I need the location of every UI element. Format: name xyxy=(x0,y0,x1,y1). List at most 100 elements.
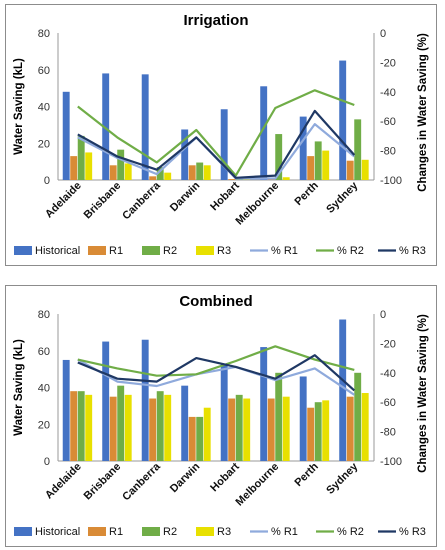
bar-r2-adelaide xyxy=(77,135,85,180)
y-tick-label: 20 xyxy=(38,419,50,431)
y2-tick-label: -100 xyxy=(380,175,402,187)
category-label-hobart: Hobart xyxy=(208,460,242,494)
legend-swatch-r2 xyxy=(142,527,160,536)
y2-tick-label: -20 xyxy=(380,57,396,69)
combined-title: Combined xyxy=(179,293,252,310)
bar-r2-melbourne xyxy=(275,134,283,180)
legend-entry-r3: R3 xyxy=(217,526,231,538)
legend-entry-r1: R1 xyxy=(109,245,123,257)
category-label-sydney: Sydney xyxy=(324,179,361,216)
bar-r2-sydney xyxy=(354,372,362,461)
irrigation-title: Irrigation xyxy=(183,12,248,29)
bar-r2-perth xyxy=(314,141,322,180)
y-tick-label: 60 xyxy=(38,346,50,358)
bar-historical-hobart xyxy=(220,109,228,180)
y-tick-label: 0 xyxy=(44,456,50,468)
bar-r2-melbourne xyxy=(275,372,283,461)
y2-tick-label: -60 xyxy=(380,397,396,409)
irrigation-chart: Irrigation 0 20 40 60 80 -100 -80 -60 -40 -20 0 Wate… xyxy=(13,12,429,257)
y-tick-label: 0 xyxy=(44,175,50,187)
category-label-brisbane: Brisbane xyxy=(82,180,124,222)
legend-swatch-r3 xyxy=(196,527,214,536)
bar-r3-adelaide xyxy=(85,394,93,461)
legend-entry-r1: R1 xyxy=(109,526,123,538)
y2-tick-label: -80 xyxy=(380,427,396,439)
legend-entry-r3: R3 xyxy=(217,245,231,257)
bar-r3-darwin xyxy=(203,165,211,180)
y2-tick-label: -20 xyxy=(380,338,396,350)
bar-r1-hobart xyxy=(228,179,236,180)
bar-r2-brisbane xyxy=(117,149,125,180)
bar-r1-perth xyxy=(307,407,315,461)
line-r2 xyxy=(77,89,355,177)
category-label-canberra: Canberra xyxy=(120,179,163,222)
y-tick-label: 80 xyxy=(38,28,50,40)
bar-historical-melbourne xyxy=(260,347,268,461)
legend-swatch-r1 xyxy=(88,246,106,255)
legend-swatch-r2 xyxy=(142,246,160,255)
legend-entry-historical: Historical xyxy=(35,526,80,538)
bar-r2-brisbane xyxy=(117,385,125,461)
y-tick-label: 60 xyxy=(38,65,50,77)
bar-historical-brisbane xyxy=(102,341,110,461)
bar-historical-darwin xyxy=(181,129,189,180)
bar-historical-perth xyxy=(299,376,307,461)
y2-axis-label: Changes in Water Saving (%) xyxy=(417,33,429,192)
bar-r1-sydney xyxy=(346,396,354,461)
legend-entry-r2: % R2 xyxy=(337,245,364,257)
y2-tick-label: -40 xyxy=(380,87,396,99)
bar-r3-melbourne xyxy=(282,177,290,180)
bar-r3-adelaide xyxy=(85,152,93,180)
bar-r3-brisbane xyxy=(124,163,132,180)
legend-entry-r3: % R3 xyxy=(399,526,426,538)
bar-historical-hobart xyxy=(220,363,228,461)
bar-r3-darwin xyxy=(203,407,211,461)
legend-swatch-historical xyxy=(14,527,32,536)
legend-swatch-historical xyxy=(14,246,32,255)
line-r1 xyxy=(77,358,355,396)
y-axis-label: Water Saving (kL) xyxy=(13,339,25,436)
bar-historical-adelaide xyxy=(62,91,70,180)
bar-r2-darwin xyxy=(196,416,204,461)
bar-r1-canberra xyxy=(149,398,157,461)
y-axis-label: Water Saving (kL) xyxy=(13,58,25,155)
y-tick-label: 20 xyxy=(38,138,50,150)
bar-r3-perth xyxy=(322,150,330,180)
bar-historical-perth xyxy=(299,116,307,180)
y2-tick-label: -80 xyxy=(380,146,396,158)
category-label-canberra: Canberra xyxy=(120,460,163,503)
bar-r3-perth xyxy=(322,400,330,461)
combined-chart-panel: Combined 0 20 40 60 80 -100 -80 -60 -40 -20 0 Water … xyxy=(5,285,437,547)
line-r3 xyxy=(77,109,356,179)
y-tick-label: 40 xyxy=(38,383,50,395)
bar-r3-brisbane xyxy=(124,394,132,461)
legend-entry-r2: % R2 xyxy=(337,526,364,538)
line-r2 xyxy=(77,345,355,377)
combined-chart: Combined 0 20 40 60 80 -100 -80 -60 -40 -20 0 Water … xyxy=(13,293,429,538)
bar-historical-canberra xyxy=(141,339,149,461)
bar-historical-darwin xyxy=(181,385,189,461)
y2-tick-label: 0 xyxy=(380,309,386,321)
category-label-sydney: Sydney xyxy=(324,460,361,497)
bar-r2-darwin xyxy=(196,162,204,180)
y-tick-label: 80 xyxy=(38,309,50,321)
category-label-melbourne: Melbourne xyxy=(234,180,282,228)
bar-r3-canberra xyxy=(164,394,172,461)
bar-r1-hobart xyxy=(228,398,236,461)
bar-r1-perth xyxy=(307,156,315,180)
y-tick-label: 40 xyxy=(38,102,50,114)
bar-r3-melbourne xyxy=(282,396,290,461)
bar-r1-brisbane xyxy=(109,165,117,180)
bar-r2-perth xyxy=(314,402,322,461)
category-label-perth: Perth xyxy=(292,179,321,208)
irrigation-chart-panel: Irrigation 0 20 40 60 80 -100 -80 -60 -40 -20 0 Wate… xyxy=(5,4,437,266)
bar-historical-canberra xyxy=(141,74,149,180)
bar-r1-darwin xyxy=(188,416,196,461)
bar-r1-melbourne xyxy=(267,398,275,461)
y2-tick-label: -40 xyxy=(380,368,396,380)
bar-historical-sydney xyxy=(339,60,347,180)
legend-entry-r1: % R1 xyxy=(271,245,298,257)
bar-r2-sydney xyxy=(354,119,362,180)
bar-r1-canberra xyxy=(149,176,157,180)
